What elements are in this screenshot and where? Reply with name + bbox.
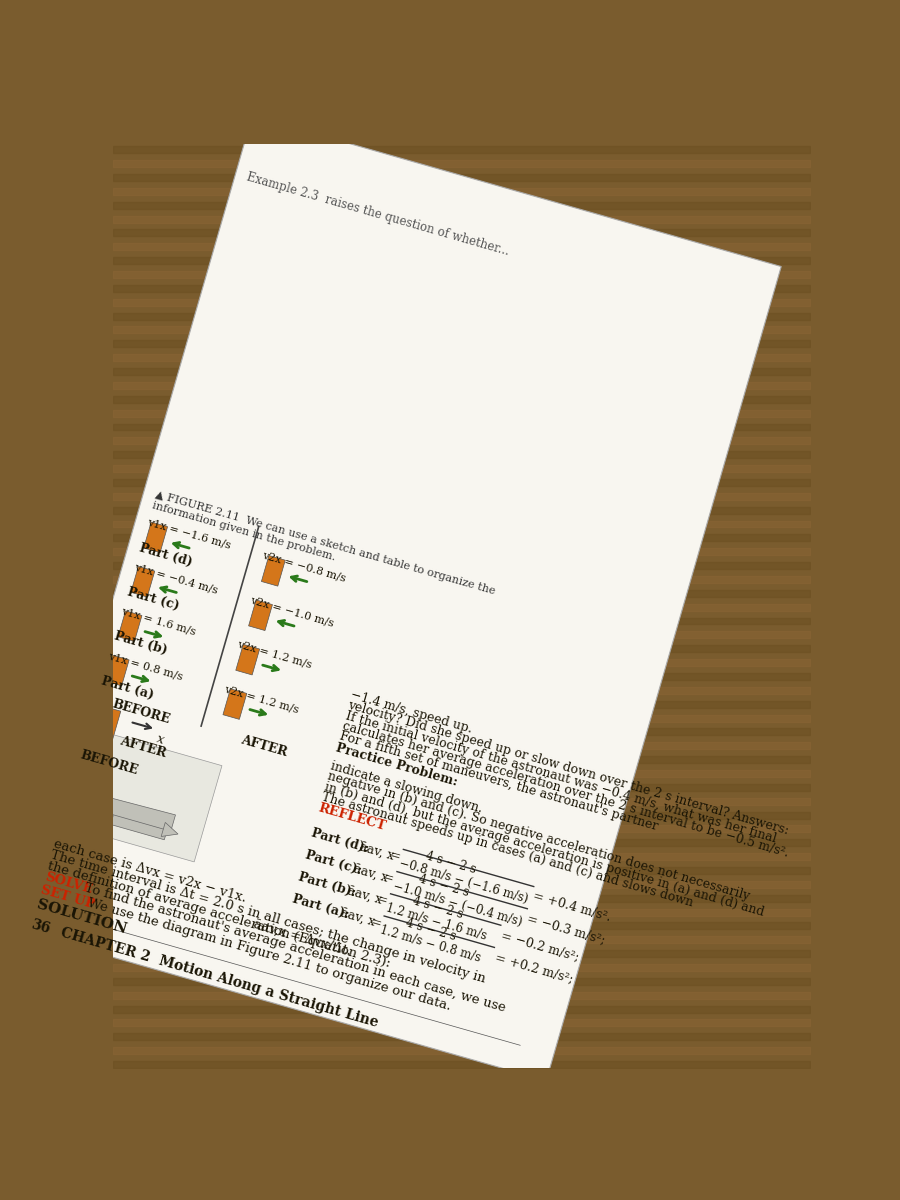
Polygon shape xyxy=(118,611,142,642)
Text: indicate a slowing down.: indicate a slowing down. xyxy=(329,760,484,816)
Text: Part (d):: Part (d): xyxy=(310,826,370,854)
Text: v1x = 0.8 m/s: v1x = 0.8 m/s xyxy=(107,650,184,682)
Text: 1.2 m/s − 0.8 m/s: 1.2 m/s − 0.8 m/s xyxy=(378,924,482,965)
Text: 1.2 m/s − 1.6 m/s: 1.2 m/s − 1.6 m/s xyxy=(385,901,489,942)
Text: SET UP: SET UP xyxy=(40,883,96,911)
Text: 4 s − 2 s: 4 s − 2 s xyxy=(424,850,477,877)
Text: Part (c):: Part (c): xyxy=(303,848,363,877)
Polygon shape xyxy=(93,797,176,832)
Text: āav,x = Δvx/Δt.: āav,x = Δvx/Δt. xyxy=(244,916,353,959)
Polygon shape xyxy=(89,732,110,749)
Text: SOLVE: SOLVE xyxy=(43,870,94,896)
Text: Example 2.3  raises the question of whether...: Example 2.3 raises the question of wheth… xyxy=(245,170,510,258)
Text: If the initial velocity of the astronaut was −0.4 m/s, what was her final: If the initial velocity of the astronaut… xyxy=(344,709,778,845)
Text: BEFORE: BEFORE xyxy=(78,748,140,778)
Text: Part (b): Part (b) xyxy=(112,630,168,658)
Text: BEFORE: BEFORE xyxy=(111,697,171,726)
Text: =: = xyxy=(369,916,382,930)
Polygon shape xyxy=(97,802,169,840)
Text: =: = xyxy=(375,893,389,908)
Text: ▲ FIGURE 2.11  We can use a sketch and table to organize the
information given i: ▲ FIGURE 2.11 We can use a sketch and ta… xyxy=(150,490,496,607)
Text: 36: 36 xyxy=(30,917,51,936)
Text: v2x = −1.0 m/s: v2x = −1.0 m/s xyxy=(248,594,335,628)
Text: =: = xyxy=(388,848,401,864)
Text: SOLUTION: SOLUTION xyxy=(35,898,128,937)
Text: = −0.2 m/s²;: = −0.2 m/s²; xyxy=(500,929,580,962)
Text: AFTER: AFTER xyxy=(239,734,289,760)
Text: āav, x: āav, x xyxy=(339,906,377,929)
Text: Part (b):: Part (b): xyxy=(297,870,357,899)
Text: āav, x: āav, x xyxy=(346,884,383,907)
Polygon shape xyxy=(105,655,129,686)
Text: Part (a): Part (a) xyxy=(100,674,155,702)
Text: REFLECT: REFLECT xyxy=(317,802,388,834)
Text: −0.8 m/s − (−1.6 m/s): −0.8 m/s − (−1.6 m/s) xyxy=(398,857,529,906)
Text: Part (c): Part (c) xyxy=(125,586,180,612)
Text: 4 s − 2 s: 4 s − 2 s xyxy=(405,917,458,943)
Text: in (b) and (d), but the average acceleration is positive in (a) and (d) and: in (b) and (d), but the average accelera… xyxy=(323,780,766,919)
Text: AFTER: AFTER xyxy=(119,734,168,760)
Text: We use the diagram in Figure 2.11 to organize our data.: We use the diagram in Figure 2.11 to org… xyxy=(86,896,453,1013)
Text: 4 s − 2 s: 4 s − 2 s xyxy=(418,872,471,899)
Text: = +0.2 m/s²;: = +0.2 m/s²; xyxy=(493,950,574,985)
Text: āav, x: āav, x xyxy=(358,840,396,863)
Text: x: x xyxy=(156,732,166,746)
Text: v2x = −0.8 m/s: v2x = −0.8 m/s xyxy=(261,550,347,583)
Polygon shape xyxy=(88,704,121,740)
Text: Part (a):: Part (a): xyxy=(291,893,350,922)
Text: = −0.3 m/s²;: = −0.3 m/s²; xyxy=(526,912,607,947)
Text: For a fifth set of maneuvers, the astronaut's partner: For a fifth set of maneuvers, the astron… xyxy=(338,730,659,834)
Polygon shape xyxy=(130,566,155,598)
Text: negative in (b) and (c). So negative acceleration does not necessarily: negative in (b) and (c). So negative acc… xyxy=(326,770,752,904)
Text: 4 s − 2 s: 4 s − 2 s xyxy=(411,894,464,922)
Text: CHAPTER 2  Motion Along a Straight Line: CHAPTER 2 Motion Along a Straight Line xyxy=(59,925,380,1030)
Text: v2x = 1.2 m/s: v2x = 1.2 m/s xyxy=(223,683,300,714)
Text: =: = xyxy=(382,871,395,886)
Polygon shape xyxy=(144,522,167,552)
Text: −1.0 m/s − (−0.4 m/s): −1.0 m/s − (−0.4 m/s) xyxy=(392,880,523,929)
Text: āav, x: āav, x xyxy=(352,862,390,884)
Text: v1x = 1.6 m/s: v1x = 1.6 m/s xyxy=(120,606,197,637)
Text: The astronaut speeds up in cases (a) and (c) and slows down: The astronaut speeds up in cases (a) and… xyxy=(320,791,695,910)
Polygon shape xyxy=(161,822,178,836)
Text: The time interval is Δt = 2.0 s in all cases; the change in velocity in: The time interval is Δt = 2.0 s in all c… xyxy=(50,848,488,985)
Text: v1x = −1.6 m/s: v1x = −1.6 m/s xyxy=(146,517,232,551)
Text: velocity? Did she speed up or slow down over the 2 s interval? Answers:: velocity? Did she speed up or slow down … xyxy=(346,698,790,838)
Polygon shape xyxy=(261,556,285,586)
Text: Practice Problem:: Practice Problem: xyxy=(334,742,459,788)
Text: calculates her average acceleration over the 2 s interval to be −0.5 m/s².: calculates her average acceleration over… xyxy=(340,720,789,860)
Polygon shape xyxy=(17,116,781,1081)
Polygon shape xyxy=(95,811,113,832)
Text: −1.4 m/s, speed up.: −1.4 m/s, speed up. xyxy=(349,689,474,736)
Polygon shape xyxy=(60,727,222,862)
Text: each case is Δvx = v2x − v1x.: each case is Δvx = v2x − v1x. xyxy=(53,838,248,905)
Text: v1x = −0.4 m/s: v1x = −0.4 m/s xyxy=(133,562,219,595)
Text: v2x = 1.2 m/s: v2x = 1.2 m/s xyxy=(236,638,312,670)
Polygon shape xyxy=(236,644,259,674)
Polygon shape xyxy=(223,689,247,719)
Text: the definition of average acceleration (Equation 2.3):: the definition of average acceleration (… xyxy=(46,859,392,970)
Polygon shape xyxy=(248,600,273,630)
Text: = +0.4 m/s².: = +0.4 m/s². xyxy=(532,889,613,924)
Text: To find the astronaut's average acceleration in each case, we use: To find the astronaut's average accelera… xyxy=(83,882,507,1015)
Text: Part (d): Part (d) xyxy=(138,541,194,569)
